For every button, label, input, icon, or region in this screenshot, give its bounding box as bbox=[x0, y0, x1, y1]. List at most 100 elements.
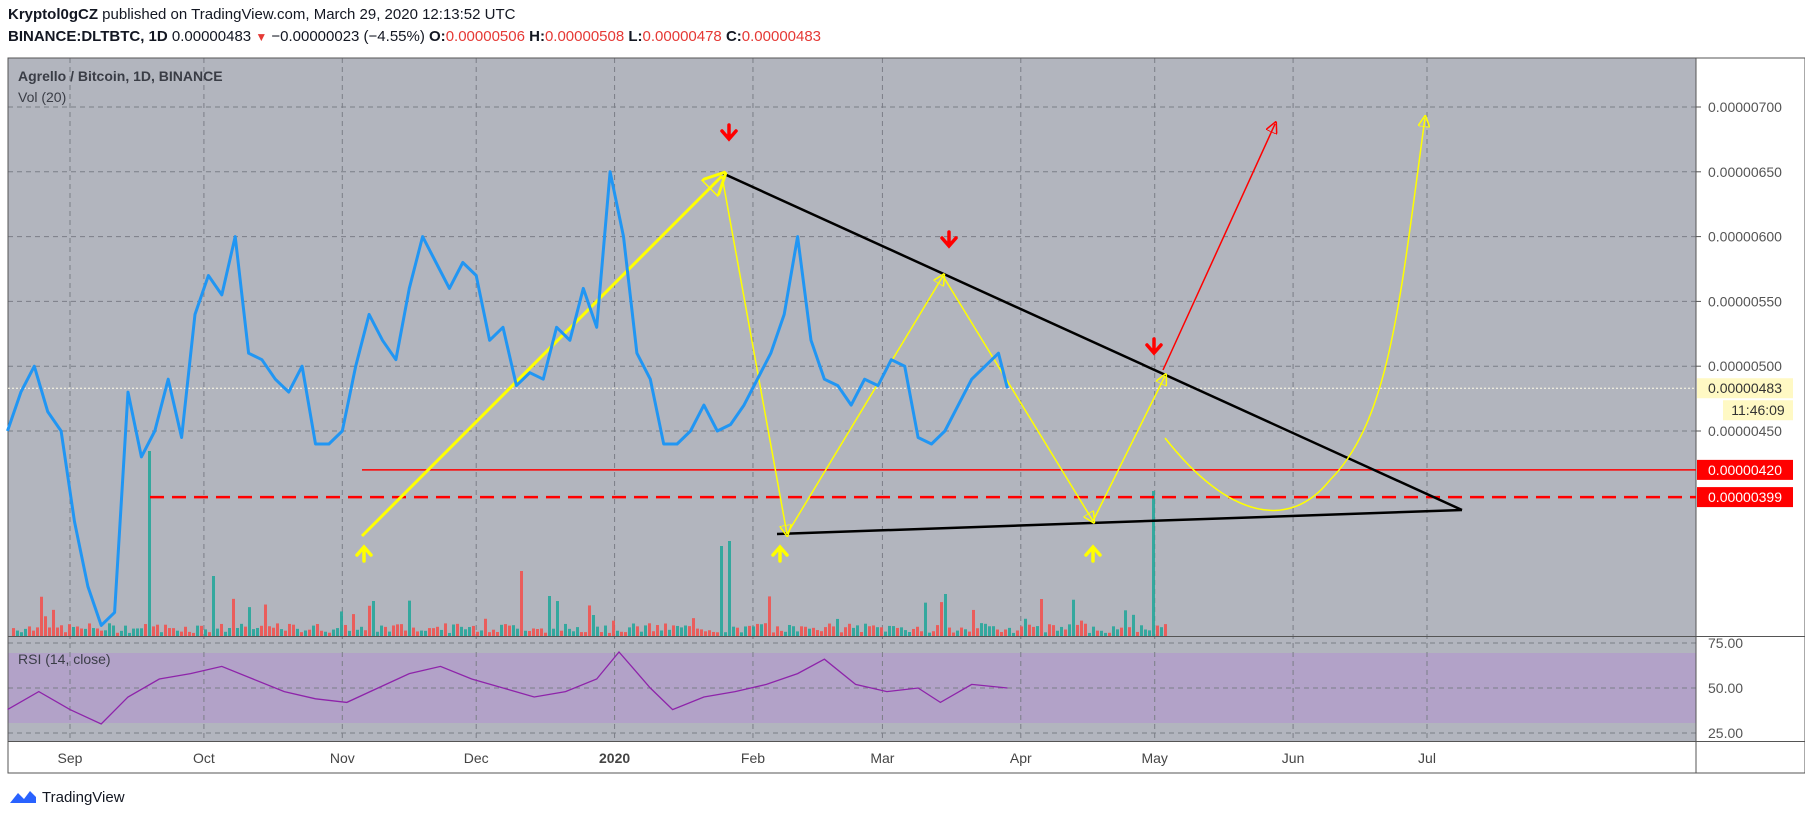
volume-bar bbox=[1064, 629, 1067, 636]
volume-bar bbox=[272, 627, 275, 636]
close-value: 0.00000483 bbox=[741, 28, 822, 45]
volume-bar bbox=[244, 626, 247, 636]
volume-bar bbox=[736, 627, 739, 636]
volume-bar bbox=[932, 631, 935, 636]
volume-bars bbox=[12, 451, 1167, 636]
volume-bar bbox=[1052, 625, 1055, 636]
volume-bar bbox=[812, 627, 815, 636]
volume-bar bbox=[80, 628, 83, 636]
volume-bar bbox=[836, 618, 839, 636]
time-tick-label: Mar bbox=[870, 750, 894, 766]
volume-bar bbox=[544, 632, 547, 636]
author-name[interactable]: Kryptol0gCZ bbox=[8, 6, 98, 23]
volume-bar bbox=[576, 627, 579, 636]
volume-bar bbox=[940, 602, 943, 636]
volume-bar bbox=[512, 625, 515, 636]
volume-bar bbox=[28, 626, 31, 636]
time-tick-label: Dec bbox=[464, 750, 489, 766]
price-line bbox=[6, 170, 1009, 627]
volume-bar bbox=[344, 624, 347, 636]
volume-bar bbox=[332, 629, 335, 636]
price-tick-label: 0.00000550 bbox=[1708, 293, 1782, 309]
high-label: H: bbox=[529, 28, 545, 45]
open-label: O: bbox=[429, 28, 446, 45]
volume-bar bbox=[948, 627, 951, 636]
volume-bar bbox=[772, 632, 775, 636]
publish-info: Kryptol0gCZ published on TradingView.com… bbox=[8, 6, 515, 23]
volume-bar bbox=[204, 629, 207, 636]
volume-bar bbox=[668, 629, 671, 636]
price-axis[interactable]: 0.00000700 0.00000650 0.00000600 0.00000550… bbox=[1696, 99, 1793, 508]
price-tick-label: 0.00000650 bbox=[1708, 164, 1782, 180]
volume-bar bbox=[788, 624, 791, 636]
volume-bar bbox=[832, 626, 835, 636]
last-price: 0.00000483 bbox=[171, 28, 252, 45]
close-label: C: bbox=[725, 28, 742, 45]
time-tick-label: Feb bbox=[741, 750, 765, 766]
brand-name[interactable]: TradingView bbox=[42, 788, 125, 806]
time-tick-label: Jul bbox=[1418, 750, 1436, 766]
volume-bar bbox=[1152, 491, 1155, 636]
volume-bar bbox=[100, 630, 103, 636]
volume-bar bbox=[640, 631, 643, 636]
volume-bar bbox=[928, 632, 931, 636]
volume-bar bbox=[976, 628, 979, 636]
volume-bar bbox=[84, 628, 87, 636]
volume-bar bbox=[872, 625, 875, 636]
volume-bar bbox=[1136, 631, 1139, 636]
price-change: −0.00000023 (−4.55%) bbox=[271, 28, 425, 45]
volume-bar bbox=[876, 627, 879, 636]
volume-bar bbox=[312, 625, 315, 636]
volume-bar bbox=[416, 631, 419, 636]
volume-bar bbox=[484, 618, 487, 636]
volume-bar bbox=[1120, 627, 1123, 636]
volume-bar bbox=[748, 625, 751, 636]
volume-bar bbox=[440, 629, 443, 636]
tradingview-logo-icon bbox=[10, 791, 36, 803]
volume-bar bbox=[728, 541, 731, 636]
time-axis[interactable]: Sep Oct Nov Dec 2020 Feb Mar Apr May Jun Jul bbox=[58, 750, 1436, 766]
volume-bar bbox=[376, 631, 379, 636]
volume-bar bbox=[1040, 599, 1043, 636]
volume-bar bbox=[120, 630, 123, 636]
volume-bar bbox=[908, 632, 911, 636]
price-tick-label: 0.00000700 bbox=[1708, 99, 1782, 115]
volume-bar bbox=[800, 626, 803, 636]
publish-text: published on TradingView.com, March 29, … bbox=[102, 6, 516, 23]
support-420-tag-bg bbox=[1697, 459, 1793, 480]
volume-bar bbox=[952, 632, 955, 636]
price-pane[interactable] bbox=[8, 58, 1696, 636]
volume-bar bbox=[372, 601, 375, 636]
volume-bar bbox=[144, 624, 147, 636]
volume-bar bbox=[528, 630, 531, 636]
volume-bar bbox=[480, 630, 483, 636]
volume-bar bbox=[496, 631, 499, 636]
volume-bar bbox=[632, 623, 635, 636]
volume-bar bbox=[652, 631, 655, 636]
time-tick-label: 2020 bbox=[599, 750, 630, 766]
volume-bar bbox=[240, 623, 243, 636]
volume-bar bbox=[136, 628, 139, 636]
volume-bar bbox=[60, 625, 63, 636]
volume-bar bbox=[880, 627, 883, 636]
volume-bar bbox=[452, 624, 455, 636]
volume-bar bbox=[560, 630, 563, 636]
volume-bar bbox=[444, 623, 447, 636]
volume-bar bbox=[428, 628, 431, 636]
volume-bar bbox=[348, 630, 351, 636]
volume-bar bbox=[628, 627, 631, 636]
volume-bar bbox=[500, 624, 503, 636]
volume-bar bbox=[1104, 632, 1107, 636]
volume-bar bbox=[1012, 632, 1015, 636]
volume-bar bbox=[12, 628, 15, 636]
volume-bar bbox=[604, 625, 607, 636]
volume-bar bbox=[368, 605, 371, 636]
volume-bar bbox=[1048, 624, 1051, 636]
volume-bar bbox=[968, 631, 971, 636]
volume-bar bbox=[476, 631, 479, 636]
volume-bar bbox=[580, 632, 583, 636]
volume-bar bbox=[756, 623, 759, 636]
volume-bar bbox=[1044, 632, 1047, 636]
wave-path-arrow bbox=[360, 176, 722, 538]
